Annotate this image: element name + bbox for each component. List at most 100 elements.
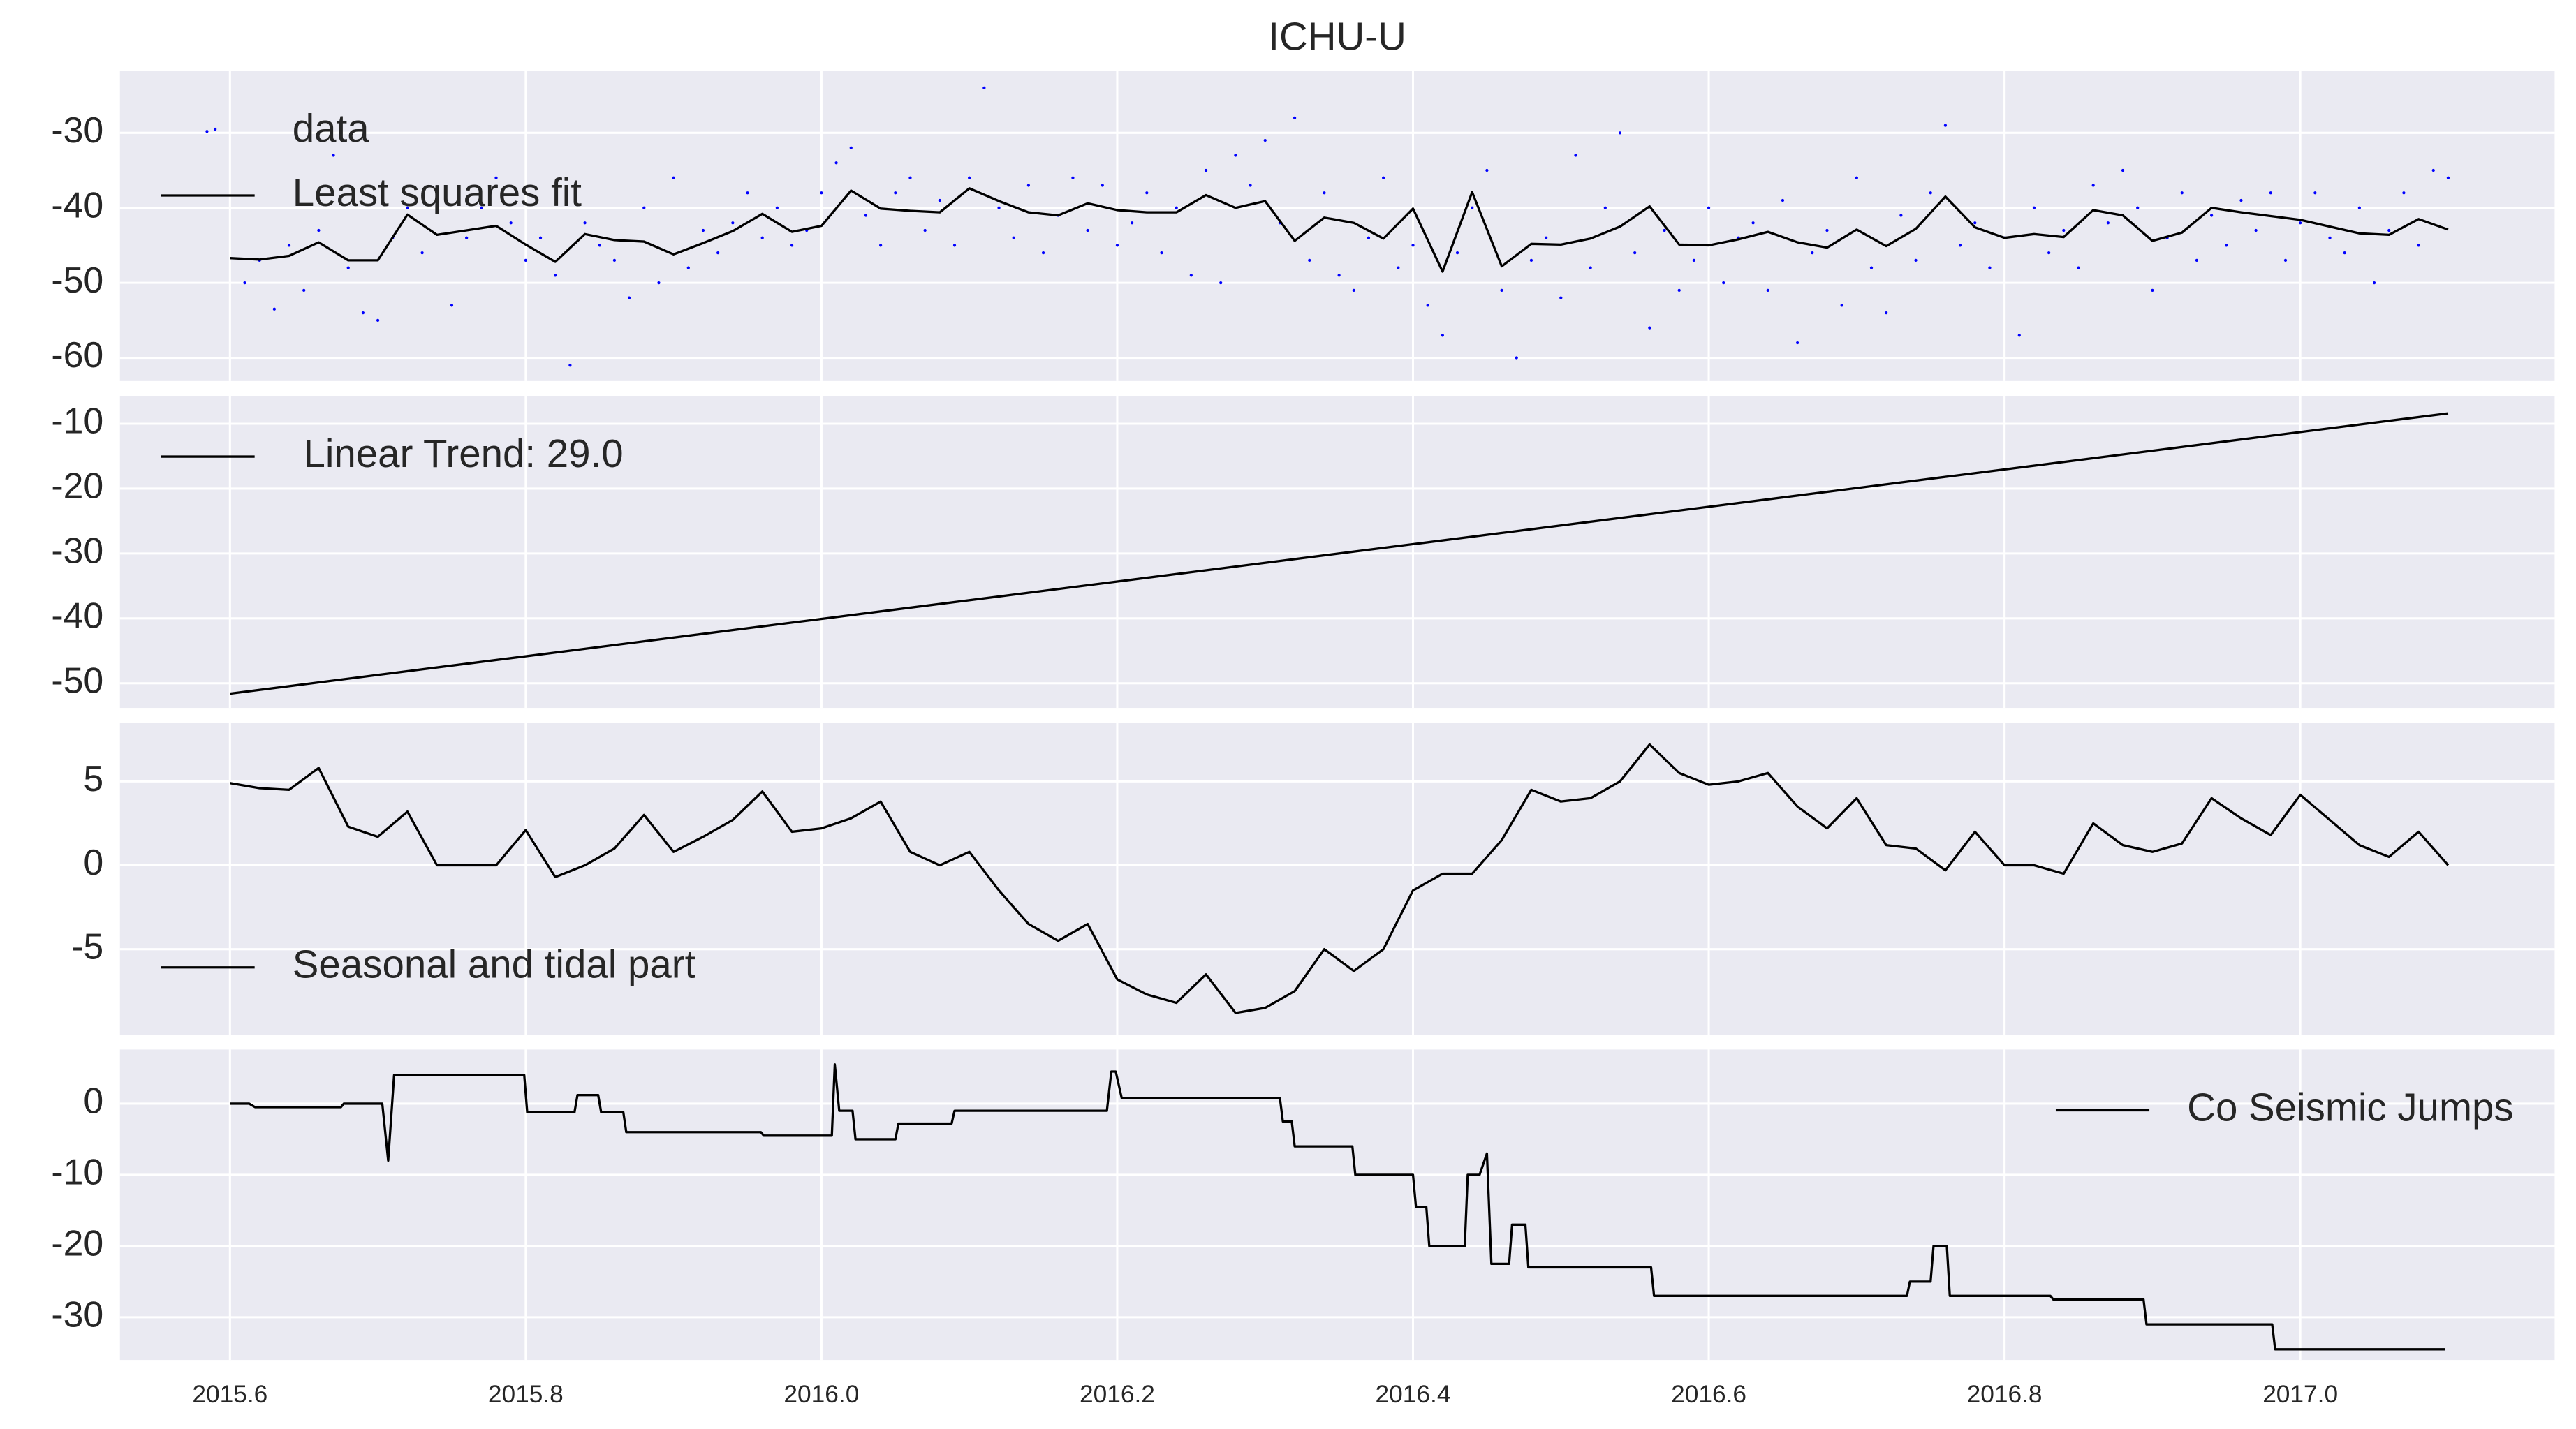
y-tick-label: 5 — [83, 758, 103, 799]
data-point — [1529, 258, 1533, 262]
legend: Linear Trend: 29.0 — [161, 431, 624, 475]
y-tick-label: -10 — [51, 401, 103, 441]
subplot: Co Seismic Jumps — [119, 1049, 2555, 1361]
data-point — [1367, 236, 1371, 239]
data-point — [716, 251, 720, 255]
y-tick-label: 0 — [83, 1081, 103, 1121]
data-point — [657, 281, 661, 285]
x-tick-label: 2016.6 — [1671, 1381, 1746, 1408]
y-tick-label: -40 — [51, 595, 103, 635]
x-tick-label: 2016.0 — [783, 1381, 859, 1408]
data-point — [554, 274, 557, 277]
data-point — [642, 206, 646, 209]
data-point — [627, 296, 631, 299]
data-point — [420, 251, 424, 255]
data-point — [2225, 244, 2228, 247]
legend-item: Linear Trend: 29.0 — [161, 431, 624, 475]
x-tick-label: 2016.8 — [1967, 1381, 2043, 1408]
data-point — [1899, 214, 1903, 217]
data-point — [2077, 266, 2080, 269]
data-point — [938, 198, 941, 202]
data-point — [2283, 258, 2288, 262]
data-point — [1707, 206, 1711, 209]
data-point — [1455, 251, 1459, 255]
y-tick-label: 0 — [83, 842, 103, 882]
data-point — [849, 146, 853, 149]
data-point — [1012, 236, 1015, 239]
data-point — [894, 191, 897, 195]
data-point — [1618, 131, 1622, 135]
y-tick-label: -30 — [51, 1294, 103, 1335]
data-point — [1855, 176, 1858, 179]
data-point — [2269, 191, 2272, 195]
data-point — [1663, 228, 1666, 232]
data-point — [538, 236, 543, 239]
data-point — [686, 266, 690, 269]
data-point — [1677, 288, 1681, 292]
data-point — [1648, 326, 1651, 330]
data-point — [1515, 356, 1518, 360]
x-tick-label: 2017.0 — [2262, 1381, 2338, 1408]
data-point — [1603, 206, 1607, 209]
line-series — [230, 412, 2449, 695]
data-point — [997, 206, 1001, 209]
data-point — [2180, 191, 2184, 195]
line-series — [230, 187, 2449, 273]
data-point — [2151, 288, 2154, 292]
y-tick-label: -40 — [51, 184, 103, 225]
data-point — [302, 288, 306, 292]
line-series — [230, 1063, 2445, 1351]
data-point — [1219, 281, 1223, 285]
data-point — [1323, 191, 1326, 195]
data-point — [2343, 251, 2346, 255]
line-series — [230, 743, 2450, 1014]
data-point — [1914, 258, 1918, 262]
data-point — [879, 244, 883, 247]
data-point — [2047, 251, 2051, 255]
data-point — [272, 307, 276, 311]
subplot: data Least squares fit — [119, 71, 2555, 381]
data-point — [2417, 244, 2420, 247]
data-point — [332, 154, 335, 157]
data-point — [1352, 288, 1355, 292]
data-point — [2195, 258, 2199, 262]
data-point — [2446, 176, 2450, 179]
data-point — [2106, 221, 2110, 225]
data-point — [2017, 334, 2021, 337]
data-point — [864, 214, 868, 217]
data-point — [214, 127, 217, 131]
data-point — [1500, 288, 1503, 292]
data-point — [1811, 251, 1814, 255]
data-point — [509, 221, 513, 225]
data-point — [1840, 304, 1843, 307]
data-point — [952, 244, 957, 247]
data-point — [775, 206, 779, 209]
y-tick-label: -30 — [51, 531, 103, 571]
data-point — [2431, 168, 2435, 172]
data-point — [760, 236, 764, 239]
y-tick-label: -20 — [51, 1223, 103, 1264]
data-point — [524, 258, 527, 262]
y-tick-label: -20 — [51, 466, 103, 506]
data-point — [1249, 184, 1252, 187]
data-point — [1411, 244, 1415, 247]
y-tick-label: -60 — [51, 334, 103, 375]
legend-marker — [205, 130, 209, 133]
data-point — [1958, 244, 1962, 247]
data-point — [1559, 296, 1563, 299]
data-point — [406, 206, 409, 209]
data-point — [435, 191, 439, 195]
data-point — [2402, 191, 2406, 195]
data-point — [1131, 221, 1134, 225]
data-point — [2121, 168, 2125, 172]
data-point — [968, 176, 971, 179]
data-point — [1574, 154, 1577, 157]
data-point — [1204, 168, 1208, 172]
data-point — [2209, 214, 2214, 217]
data-point — [243, 281, 246, 285]
y-tick-label: -50 — [51, 660, 103, 700]
x-tick-label: 2016.2 — [1080, 1381, 1155, 1408]
legend-item: data — [205, 106, 369, 150]
data-point — [1796, 341, 1799, 345]
